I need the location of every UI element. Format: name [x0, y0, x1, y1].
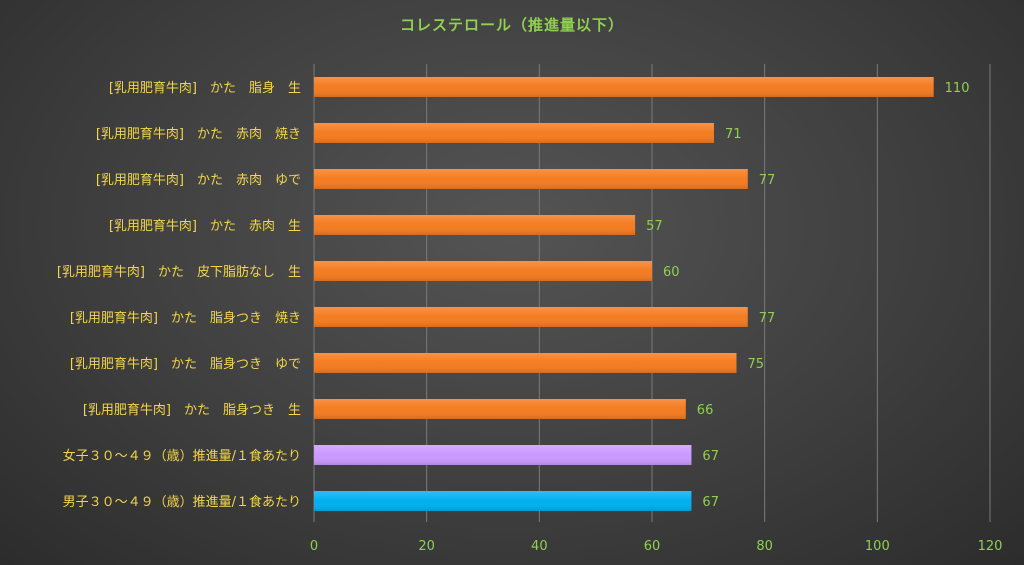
category-labels: [乳用肥育牛肉] かた 脂身 生 [乳用肥育牛肉] かた 赤肉 焼き [乳用肥育牛肉… [57, 80, 301, 510]
chart-title: コレステロール（推進量以下） [399, 16, 624, 34]
bar-shading [314, 261, 652, 281]
bar-shading [314, 123, 714, 143]
bar-shading [314, 491, 692, 511]
x-tick-label: 120 [978, 539, 1003, 554]
value-label: 77 [759, 311, 776, 326]
category-label: [乳用肥育牛肉] かた 脂身つき ゆで [70, 356, 301, 372]
x-tick-label: 80 [756, 539, 773, 554]
bar-shading [314, 445, 692, 465]
category-label: [乳用肥育牛肉] かた 脂身 生 [109, 80, 301, 96]
category-label: 男子３０～４９（歳）推進量/１食あたり [63, 494, 301, 510]
category-label: [乳用肥育牛肉] かた 赤肉 焼き [96, 126, 301, 142]
value-labels: 110 71 77 57 60 77 75 66 67 67 [646, 81, 969, 510]
category-label: [乳用肥育牛肉] かた 脂身つき 焼き [70, 310, 301, 326]
bar-shading [314, 307, 748, 327]
x-tick-label: 0 [310, 539, 318, 554]
value-label: 66 [697, 403, 714, 418]
value-label: 71 [725, 127, 742, 142]
bar-shading [314, 399, 686, 419]
value-label: 77 [759, 173, 776, 188]
category-label: 女子３０～４９（歳）推進量/１食あたり [63, 448, 301, 464]
value-label: 67 [702, 495, 719, 510]
value-label: 60 [663, 265, 680, 280]
bar-shading [314, 353, 737, 373]
bar-shading [314, 169, 748, 189]
value-label: 67 [702, 449, 719, 464]
value-label: 75 [748, 357, 765, 372]
bars [314, 77, 934, 511]
x-tick-label: 20 [418, 539, 435, 554]
value-label: 110 [945, 81, 970, 96]
category-label: [乳用肥育牛肉] かた 赤肉 生 [109, 218, 301, 234]
x-tick-label: 100 [865, 539, 890, 554]
value-label: 57 [646, 219, 663, 234]
category-label: [乳用肥育牛肉] かた 皮下脂肪なし 生 [57, 264, 301, 280]
category-label: [乳用肥育牛肉] かた 脂身つき 生 [83, 402, 301, 418]
bar-shading [314, 215, 636, 235]
x-tick-label: 60 [644, 539, 661, 554]
x-tick-label: 40 [531, 539, 548, 554]
category-label: [乳用肥育牛肉] かた 赤肉 ゆで [96, 172, 301, 188]
bar-shading [314, 77, 934, 97]
x-axis-ticks: 0 20 40 60 80 100 120 [310, 539, 1003, 554]
